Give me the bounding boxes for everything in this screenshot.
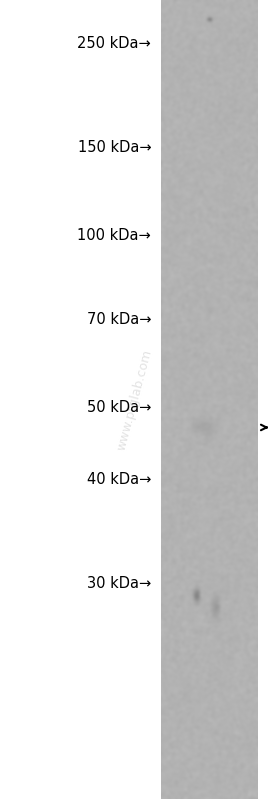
Text: 70 kDa→: 70 kDa→ (87, 312, 151, 327)
Text: 250 kDa→: 250 kDa→ (78, 37, 151, 51)
Text: 50 kDa→: 50 kDa→ (87, 400, 151, 415)
Text: 30 kDa→: 30 kDa→ (87, 576, 151, 590)
Text: 40 kDa→: 40 kDa→ (87, 472, 151, 487)
Text: 100 kDa→: 100 kDa→ (78, 229, 151, 243)
Text: 150 kDa→: 150 kDa→ (78, 141, 151, 155)
Text: www.ptglab.com: www.ptglab.com (115, 348, 154, 451)
